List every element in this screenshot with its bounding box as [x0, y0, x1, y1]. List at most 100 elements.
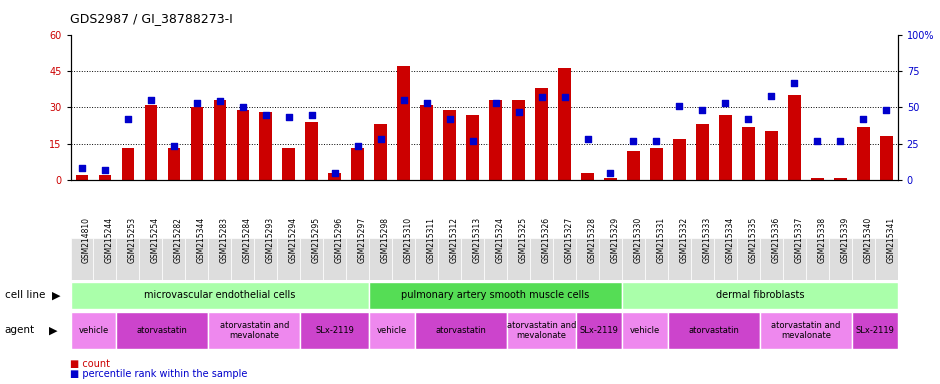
FancyBboxPatch shape — [622, 312, 668, 349]
Text: GSM215297: GSM215297 — [358, 217, 367, 263]
Point — [396, 97, 411, 103]
Text: ▶: ▶ — [52, 290, 60, 300]
Text: GSM215341: GSM215341 — [886, 217, 895, 263]
Bar — [237, 110, 249, 180]
Text: GSM215329: GSM215329 — [610, 217, 619, 263]
FancyBboxPatch shape — [783, 238, 806, 280]
Point — [833, 137, 848, 144]
Point — [649, 137, 664, 144]
Text: agent: agent — [5, 325, 35, 335]
Text: GSM215326: GSM215326 — [541, 217, 551, 263]
Point — [809, 137, 824, 144]
FancyBboxPatch shape — [852, 312, 898, 349]
Text: cell line: cell line — [5, 290, 45, 300]
Text: GSM215254: GSM215254 — [151, 217, 160, 263]
Text: GSM215337: GSM215337 — [794, 217, 804, 263]
Point — [465, 137, 480, 144]
Text: atorvastatin and
mevalonate: atorvastatin and mevalonate — [507, 321, 576, 340]
Point — [855, 116, 870, 122]
Bar — [306, 122, 318, 180]
FancyBboxPatch shape — [484, 238, 507, 280]
Bar — [788, 95, 801, 180]
FancyBboxPatch shape — [760, 238, 783, 280]
Bar — [259, 112, 272, 180]
Point — [258, 111, 274, 118]
FancyBboxPatch shape — [277, 238, 300, 280]
Point — [305, 111, 320, 118]
FancyBboxPatch shape — [507, 238, 530, 280]
Text: GSM215293: GSM215293 — [266, 217, 274, 263]
FancyBboxPatch shape — [70, 238, 93, 280]
FancyBboxPatch shape — [806, 238, 829, 280]
Text: GSM215313: GSM215313 — [473, 217, 481, 263]
Text: GSM215253: GSM215253 — [128, 217, 137, 263]
Bar — [512, 100, 525, 180]
FancyBboxPatch shape — [829, 238, 852, 280]
Point — [144, 97, 159, 103]
FancyBboxPatch shape — [852, 238, 875, 280]
Text: GSM215296: GSM215296 — [335, 217, 344, 263]
Text: GSM215335: GSM215335 — [748, 217, 758, 263]
Bar — [489, 100, 502, 180]
FancyBboxPatch shape — [622, 282, 898, 309]
Text: ■ count: ■ count — [70, 359, 111, 369]
Text: GSM215282: GSM215282 — [174, 217, 183, 263]
FancyBboxPatch shape — [462, 238, 484, 280]
Point — [879, 107, 894, 113]
Text: GSM215324: GSM215324 — [495, 217, 505, 263]
FancyBboxPatch shape — [392, 238, 415, 280]
FancyBboxPatch shape — [668, 312, 760, 349]
FancyBboxPatch shape — [576, 312, 622, 349]
Point — [580, 136, 595, 142]
FancyBboxPatch shape — [255, 238, 277, 280]
FancyBboxPatch shape — [139, 238, 163, 280]
FancyBboxPatch shape — [346, 238, 369, 280]
Bar — [328, 173, 341, 180]
Text: GSM215334: GSM215334 — [726, 217, 734, 263]
Text: GSM215330: GSM215330 — [634, 217, 642, 263]
Text: vehicle: vehicle — [377, 326, 407, 335]
Text: ▶: ▶ — [49, 325, 57, 335]
FancyBboxPatch shape — [760, 312, 852, 349]
Bar — [696, 124, 709, 180]
Bar — [765, 131, 777, 180]
FancyBboxPatch shape — [415, 312, 507, 349]
Text: GSM215339: GSM215339 — [840, 217, 849, 263]
Bar — [99, 175, 111, 180]
FancyBboxPatch shape — [530, 238, 553, 280]
Text: atorvastatin: atorvastatin — [435, 326, 487, 335]
Text: atorvastatin and
mevalonate: atorvastatin and mevalonate — [771, 321, 840, 340]
FancyBboxPatch shape — [553, 238, 576, 280]
Point — [741, 116, 756, 122]
FancyBboxPatch shape — [323, 238, 346, 280]
FancyBboxPatch shape — [415, 238, 438, 280]
Text: SLx-2119: SLx-2119 — [315, 326, 354, 335]
Point — [672, 103, 687, 109]
Point — [718, 100, 733, 106]
Text: GSM215333: GSM215333 — [702, 217, 712, 263]
Text: GSM215336: GSM215336 — [772, 217, 780, 263]
Text: GSM215338: GSM215338 — [817, 217, 826, 263]
FancyBboxPatch shape — [369, 238, 392, 280]
FancyBboxPatch shape — [209, 238, 231, 280]
Text: GSM215298: GSM215298 — [381, 217, 390, 263]
FancyBboxPatch shape — [369, 282, 622, 309]
Text: GSM215312: GSM215312 — [449, 217, 459, 263]
FancyBboxPatch shape — [599, 238, 622, 280]
Text: GSM215340: GSM215340 — [863, 217, 872, 263]
Bar — [444, 110, 456, 180]
FancyBboxPatch shape — [713, 238, 737, 280]
Point — [166, 144, 181, 150]
Bar — [834, 177, 847, 180]
Point — [534, 94, 549, 100]
Text: GSM215328: GSM215328 — [588, 217, 597, 263]
FancyBboxPatch shape — [231, 238, 255, 280]
FancyBboxPatch shape — [737, 238, 760, 280]
FancyBboxPatch shape — [70, 312, 117, 349]
FancyBboxPatch shape — [300, 238, 323, 280]
Point — [74, 165, 89, 171]
FancyBboxPatch shape — [875, 238, 898, 280]
Text: GSM215284: GSM215284 — [243, 217, 252, 263]
Bar — [145, 105, 157, 180]
Text: GSM215294: GSM215294 — [289, 217, 298, 263]
